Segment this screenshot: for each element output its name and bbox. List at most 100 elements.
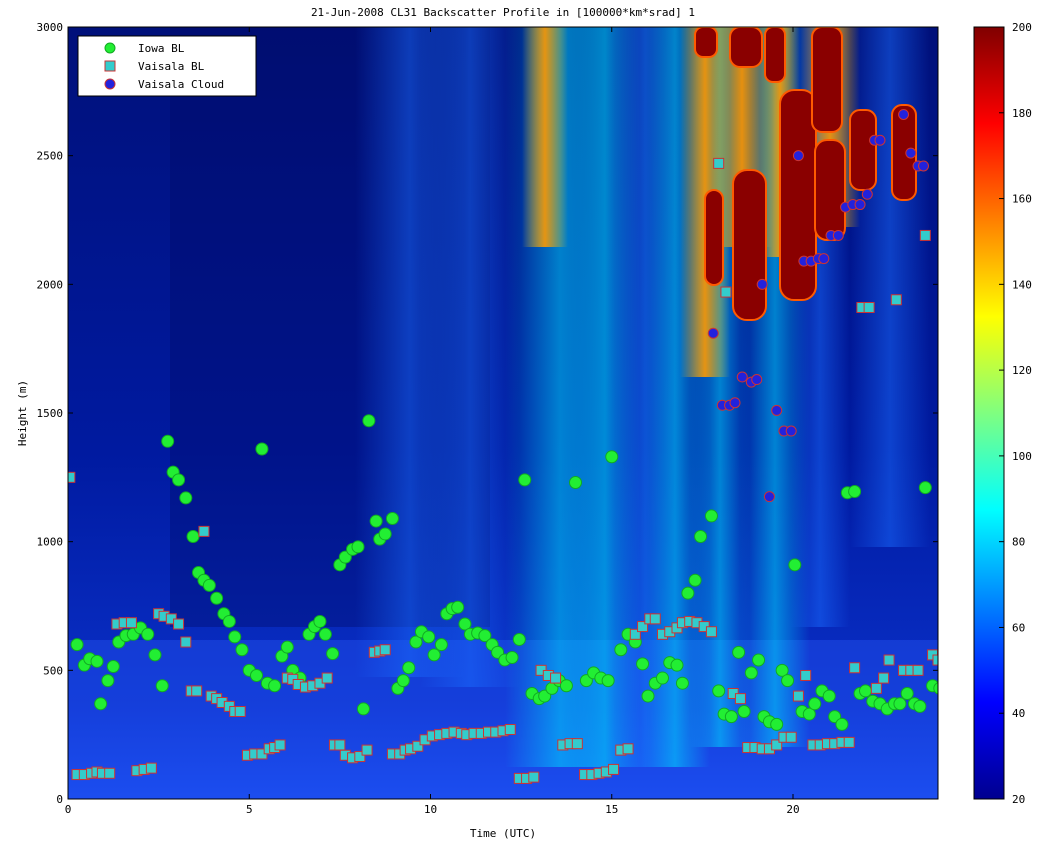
iowa-bl-point — [512, 632, 526, 646]
vaisala-cloud-point — [905, 147, 917, 159]
iowa-bl-point — [378, 527, 392, 541]
iowa-bl-point — [893, 697, 907, 711]
iowa-bl-point — [781, 674, 795, 688]
iowa-bl-point — [148, 648, 162, 662]
vaisala-cloud-point — [832, 229, 844, 241]
vaisala-cloud-point — [792, 150, 804, 162]
iowa-bl-point — [70, 638, 84, 652]
x-tick-label: 5 — [246, 803, 253, 816]
iowa-bl-point — [385, 512, 399, 526]
series-vaisala-cloud — [707, 108, 929, 503]
vaisala-bl-point — [713, 157, 725, 169]
vaisala-bl-point — [191, 685, 203, 697]
vaisala-cloud-point — [771, 404, 783, 416]
vaisala-bl-point — [785, 731, 797, 743]
vaisala-bl-point — [173, 618, 185, 630]
vaisala-bl-point — [550, 672, 562, 684]
colorbar-tick-label: 20 — [1012, 793, 1025, 806]
vaisala-bl-point — [354, 751, 366, 763]
vaisala-bl-point — [68, 471, 76, 483]
iowa-bl-point — [670, 658, 684, 672]
vaisala-bl-point — [883, 654, 895, 666]
series-vaisala-bl — [68, 157, 959, 784]
y-tick-label: 3000 — [37, 21, 64, 34]
iowa-bl-point — [752, 653, 766, 667]
colorbar: 20 40 60 80 100 120 140 160 180 200 — [973, 21, 1032, 806]
vaisala-bl-point — [528, 771, 540, 783]
vaisala-bl-point — [622, 743, 634, 755]
vaisala-bl-point — [198, 525, 210, 537]
plot-area — [68, 27, 960, 799]
iowa-bl-point — [434, 638, 448, 652]
iowa-bl-point — [280, 640, 294, 654]
iowa-bl-point — [675, 676, 689, 690]
legend-label-iowa-bl: Iowa BL — [138, 42, 185, 55]
iowa-bl-point — [788, 558, 802, 572]
vaisala-bl-point — [932, 654, 938, 666]
legend-marker-iowa-bl — [104, 42, 116, 54]
iowa-bl-point — [822, 689, 836, 703]
y-tick-label: 500 — [43, 664, 63, 677]
iowa-bl-point — [688, 573, 702, 587]
iowa-bl-point — [737, 705, 751, 719]
vaisala-bl-point — [180, 636, 192, 648]
vaisala-bl-point — [334, 739, 346, 751]
iowa-bl-point — [451, 600, 465, 614]
iowa-bl-point — [913, 699, 927, 713]
colorbar-tick-label: 40 — [1012, 707, 1025, 720]
vaisala-cloud-point — [751, 374, 763, 386]
iowa-bl-point — [94, 697, 108, 711]
vaisala-bl-point — [649, 613, 661, 625]
vaisala-cloud-point — [898, 108, 910, 120]
vaisala-bl-point — [608, 763, 620, 775]
iowa-bl-point — [724, 710, 738, 724]
iowa-bl-point — [427, 648, 441, 662]
iowa-bl-point — [744, 666, 758, 680]
vaisala-bl-point — [705, 626, 717, 638]
iowa-bl-point — [775, 663, 789, 677]
vaisala-bl-point — [949, 642, 959, 652]
iowa-bl-point — [90, 654, 104, 668]
iowa-bl-point — [409, 635, 423, 649]
iowa-bl-point — [179, 491, 193, 505]
iowa-bl-point — [228, 630, 242, 644]
iowa-bl-point — [351, 540, 365, 554]
vaisala-bl-point — [321, 672, 333, 684]
colorbar-tick-label: 80 — [1012, 536, 1025, 549]
vaisala-bl-point — [792, 690, 804, 702]
legend-marker-vaisala-bl — [104, 60, 116, 72]
vaisala-bl-point — [912, 664, 924, 676]
vaisala-bl-point — [504, 724, 516, 736]
iowa-bl-point — [155, 679, 169, 693]
legend-label-vaisala-cloud: Vaisala Cloud — [138, 78, 224, 91]
vaisala-bl-point — [571, 738, 583, 750]
iowa-bl-point — [172, 473, 186, 487]
iowa-bl-point — [704, 509, 718, 523]
iowa-bl-point — [458, 617, 472, 631]
vaisala-bl-point — [937, 662, 938, 674]
x-tick-label: 10 — [424, 803, 437, 816]
vaisala-cloud-point — [707, 327, 719, 339]
series-iowa-bl — [70, 414, 960, 731]
vaisala-cloud-point — [854, 199, 866, 211]
vaisala-cloud-point — [874, 134, 886, 146]
colorbar-ticks: 20 40 60 80 100 120 140 160 180 200 — [999, 21, 1032, 806]
iowa-bl-point — [210, 591, 224, 605]
iowa-bl-point — [313, 614, 327, 628]
iowa-bl-point — [948, 502, 960, 514]
vaisala-bl-point — [944, 272, 954, 282]
iowa-bl-point — [101, 674, 115, 688]
chart-title: 21-Jun-2008 CL31 Backscatter Profile in … — [311, 6, 695, 19]
iowa-bl-point — [402, 661, 416, 675]
iowa-bl-point — [478, 629, 492, 643]
vaisala-cloud-point — [918, 160, 929, 172]
vaisala-bl-point — [800, 669, 812, 681]
iowa-bl-point — [106, 659, 120, 673]
iowa-bl-point — [161, 434, 175, 448]
iowa-bl-point — [848, 484, 862, 498]
vaisala-bl-point — [629, 628, 641, 640]
x-axis-label: Time (UTC) — [470, 827, 536, 840]
iowa-bl-point — [808, 697, 822, 711]
iowa-bl-point — [362, 414, 376, 428]
